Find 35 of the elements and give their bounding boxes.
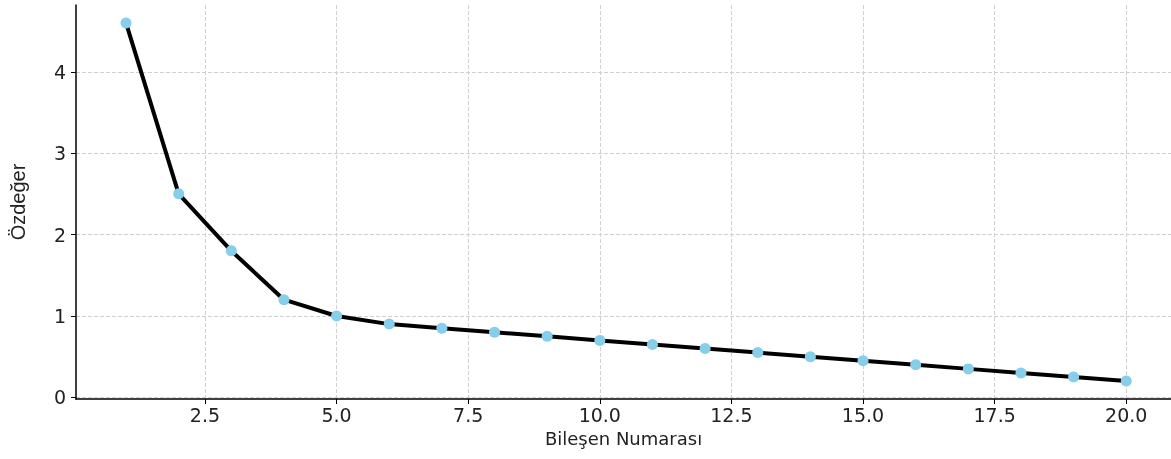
point — [541, 330, 553, 342]
x-tick-label: 10.0 — [578, 403, 621, 426]
point — [436, 322, 448, 334]
x-tick-label: 7.5 — [453, 403, 484, 426]
point — [1015, 367, 1027, 379]
x-tick-label: 17.5 — [973, 403, 1016, 426]
point — [1120, 375, 1132, 387]
point — [804, 351, 816, 363]
x-axis-title: Bileşen Numarası — [544, 427, 703, 449]
x-tick-label: 2.5 — [189, 403, 221, 426]
x-tick-label: 12.5 — [710, 403, 753, 426]
y-tick-label: 0 — [53, 386, 66, 409]
y-tick-label: 1 — [53, 304, 66, 327]
point — [1068, 371, 1080, 383]
point — [646, 338, 658, 350]
point — [699, 343, 711, 355]
point — [962, 363, 974, 375]
point — [594, 334, 606, 346]
y-axis-title: Özdeğer — [7, 163, 29, 241]
point — [173, 188, 185, 200]
point — [910, 359, 922, 371]
point — [752, 347, 764, 359]
x-tick-label: 15.0 — [841, 403, 885, 426]
point — [278, 294, 290, 306]
point — [489, 326, 501, 338]
point — [383, 318, 395, 330]
y-tick-label: 3 — [53, 142, 66, 165]
point — [331, 310, 343, 322]
point — [120, 17, 132, 29]
x-tick-label: 20.0 — [1105, 403, 1148, 426]
y-tick-label: 4 — [53, 60, 66, 83]
point — [225, 245, 237, 257]
y-tick-label: 2 — [53, 223, 66, 246]
point — [857, 355, 869, 367]
x-tick-label: 5.0 — [321, 403, 352, 426]
